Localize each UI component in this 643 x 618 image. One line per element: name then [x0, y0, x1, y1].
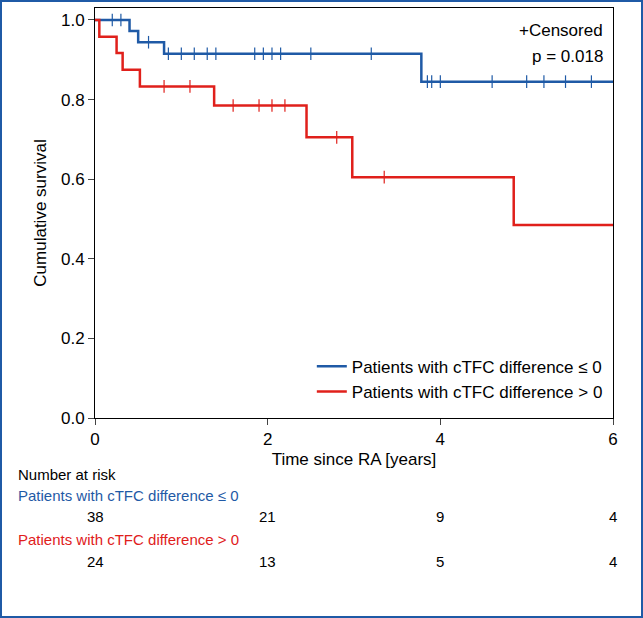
svg-text:0.0: 0.0 [61, 409, 85, 428]
svg-text:0: 0 [90, 430, 99, 449]
svg-text:4: 4 [609, 508, 617, 525]
svg-text:Patients with cTFC difference: Patients with cTFC difference ≤ 0 [18, 487, 239, 504]
svg-text:p = 0.018: p = 0.018 [532, 47, 603, 66]
svg-text:24: 24 [87, 553, 104, 570]
svg-text:Number at risk: Number at risk [18, 466, 116, 483]
svg-text:Cumulative survival: Cumulative survival [31, 139, 50, 286]
svg-text:0.4: 0.4 [61, 250, 85, 269]
svg-text:2: 2 [263, 430, 272, 449]
svg-text:0.6: 0.6 [61, 170, 85, 189]
svg-text:0.2: 0.2 [61, 329, 85, 348]
svg-text:6: 6 [608, 430, 617, 449]
svg-text:38: 38 [87, 508, 104, 525]
svg-text:4: 4 [436, 430, 445, 449]
svg-text:9: 9 [436, 508, 444, 525]
svg-text:5: 5 [436, 553, 444, 570]
svg-text:13: 13 [259, 553, 276, 570]
svg-text:Patients with cTFC difference: Patients with cTFC difference > 0 [352, 383, 603, 402]
svg-text:21: 21 [259, 508, 276, 525]
svg-text:Patients with cTFC difference: Patients with cTFC difference ≤ 0 [352, 358, 602, 377]
svg-text:Time since RA [years]: Time since RA [years] [272, 450, 437, 469]
svg-text:1.0: 1.0 [61, 11, 85, 30]
svg-text:Patients with cTFC difference: Patients with cTFC difference > 0 [18, 531, 239, 548]
svg-text:4: 4 [609, 553, 617, 570]
svg-text:+Censored: +Censored [519, 21, 603, 40]
svg-text:0.8: 0.8 [61, 91, 85, 110]
